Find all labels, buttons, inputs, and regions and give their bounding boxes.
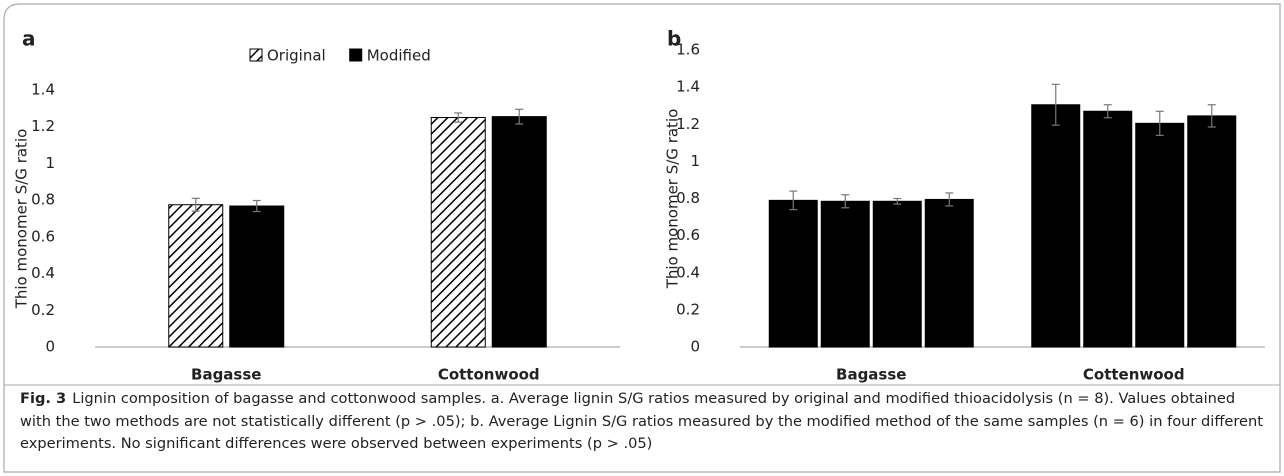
panel-label: b — [667, 27, 681, 51]
bar — [229, 205, 285, 348]
y-tick-label: 1 — [45, 154, 55, 172]
bar — [491, 116, 547, 348]
bar — [1083, 110, 1133, 348]
y-tick-label: 0 — [690, 338, 700, 356]
bar — [1187, 115, 1237, 348]
bar — [430, 117, 486, 348]
y-tick-label: 1.6 — [676, 41, 700, 59]
panel-label: a — [22, 27, 36, 51]
bar — [872, 200, 922, 348]
y-tick-label: 1 — [690, 152, 700, 170]
legend-label: Original — [267, 47, 326, 65]
y-tick-label: 0.2 — [676, 300, 700, 318]
bar — [924, 198, 974, 348]
y-tick-label: 0.4 — [676, 263, 700, 281]
x-tick-label: Bagasse — [191, 366, 261, 384]
figure-frame — [3, 3, 1281, 473]
y-tick-label: 1.4 — [676, 78, 700, 96]
y-tick-label: 0.6 — [31, 227, 55, 245]
x-tick-label: Bagasse — [836, 366, 906, 384]
legend-swatch — [249, 48, 263, 62]
x-tick-label: Cottonwood — [438, 366, 540, 384]
y-tick-label: 0.8 — [31, 191, 55, 209]
y-axis-label: Thio monomer S/G ratio — [13, 129, 31, 310]
caption-label: Fig. 3 — [20, 390, 67, 407]
legend-swatch — [349, 48, 363, 62]
y-tick-label: 0.2 — [31, 301, 55, 319]
bar — [168, 204, 224, 348]
bar — [1031, 104, 1081, 348]
y-tick-label: 1.2 — [676, 115, 700, 133]
x-tick-label: Cottenwood — [1083, 366, 1185, 384]
y-tick-label: 0.8 — [676, 189, 700, 207]
y-tick-label: 1.4 — [31, 81, 55, 99]
bar — [768, 199, 818, 348]
caption-text: Lignin composition of bagasse and cotton… — [20, 390, 1264, 452]
y-tick-label: 1.2 — [31, 117, 55, 135]
caption: Fig. 3 Lignin composition of bagasse and … — [20, 388, 1265, 456]
y-axis-label: Thio monomer S/G ratio — [664, 109, 682, 290]
y-tick-label: 0 — [45, 338, 55, 356]
y-tick-label: 0.4 — [31, 264, 55, 282]
legend-label: Modified — [367, 47, 431, 65]
bar — [1135, 122, 1185, 348]
y-tick-label: 0.6 — [676, 226, 700, 244]
bar — [820, 200, 870, 348]
